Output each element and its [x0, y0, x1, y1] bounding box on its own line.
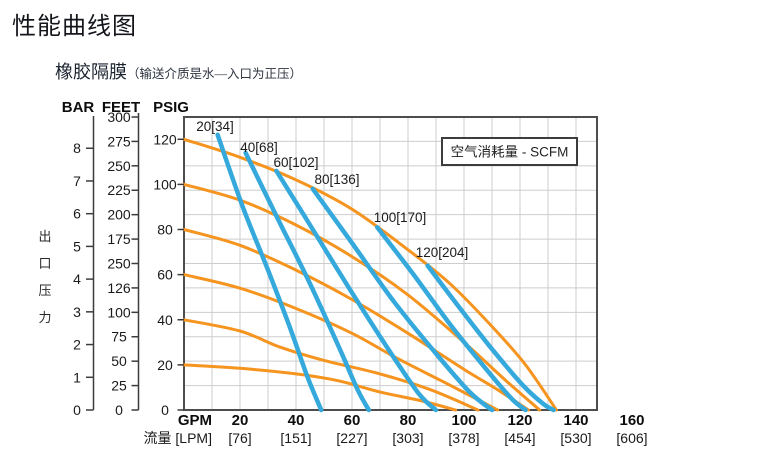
lpm-tick-label: [303] — [392, 430, 423, 446]
bar-tick-label: 2 — [73, 337, 81, 353]
curve-label-80[136]: 80[136] — [314, 172, 359, 187]
page-title: 性能曲线图 — [12, 14, 137, 40]
performance-curves — [182, 137, 558, 412]
feet-tick-label: 126 — [107, 280, 131, 296]
air-consumption-curve-120[204] — [425, 263, 556, 413]
psig-tick-label: 40 — [157, 312, 173, 328]
psig-tick-label: 120 — [153, 131, 177, 147]
air-consumption-curve-80[136] — [310, 186, 495, 413]
bar-tick-label: 0 — [73, 402, 81, 418]
lpm-tick-label: [227] — [336, 430, 367, 446]
feet-tick-label: 50 — [111, 353, 127, 369]
bar-tick-label: 1 — [73, 369, 81, 385]
feet-tick-label: 225 — [107, 182, 131, 198]
psig-axis-header: PSIG — [153, 99, 189, 116]
x-unit-gpm: GPM — [178, 412, 212, 429]
diaphragm-type-label: 橡胶隔膜 — [55, 62, 127, 82]
curve-label-20[34]: 20[34] — [196, 119, 234, 134]
feet-tick-label: 300 — [107, 109, 131, 125]
lpm-tick-label: [530] — [560, 430, 591, 446]
bar-tick-label: 8 — [73, 140, 81, 156]
gpm-tick-label: 120 — [507, 412, 532, 429]
svg-text:压: 压 — [38, 283, 51, 298]
feet-tick-label: 175 — [107, 231, 131, 247]
psig-tick-label: 60 — [157, 267, 173, 283]
plot-border — [183, 116, 598, 411]
curve-label-120[204]: 120[204] — [416, 245, 469, 260]
curve-label-60[102]: 60[102] — [273, 155, 318, 170]
lpm-tick-label: [378] — [448, 430, 479, 446]
air-consumption-curve-60[102] — [274, 168, 439, 413]
performance-curve-80psig — [182, 228, 530, 412]
axis-headers: BAR FEET PSIG — [62, 99, 189, 116]
gpm-tick-label: 60 — [344, 412, 361, 429]
bar-tick-label: 6 — [73, 206, 81, 222]
bar-tick-label: 3 — [73, 304, 81, 320]
feet-tick-label: 100 — [107, 304, 131, 320]
air-consumption-curves — [215, 132, 556, 413]
lpm-tick-label: [454] — [504, 430, 535, 446]
feet-tick-label: 25 — [111, 378, 127, 394]
chart-subtitle: 橡胶隔膜（输送介质是水—入口为正压） — [55, 58, 302, 84]
feet-tick-label: 0 — [115, 402, 123, 418]
psig-tick-label: 20 — [157, 357, 173, 373]
gpm-tick-label: 80 — [400, 412, 417, 429]
feet-tick-label: 200 — [107, 207, 131, 223]
feet-tick-label: 250 — [107, 158, 131, 174]
feet-tick-label: 275 — [107, 133, 131, 149]
lpm-tick-label: [151] — [280, 430, 311, 446]
psig-tick-label: 80 — [157, 222, 173, 238]
performance-curve-120psig — [182, 137, 558, 412]
performance-curve-100psig — [182, 182, 542, 412]
air-consumption-curve-40[68] — [243, 150, 372, 413]
curve-label-100[170]: 100[170] — [374, 210, 427, 225]
gpm-tick-label: 160 — [619, 412, 644, 429]
curve-labels: 20[34] 40[68]60[102] 80[136] 100[170] 120[20… — [196, 119, 468, 260]
medium-note-label: （输送介质是水—入口为正压） — [127, 67, 303, 81]
lpm-tick-label: [76] — [228, 430, 251, 446]
gpm-tick-label: 40 — [288, 412, 305, 429]
feet-tick-label: 250 — [107, 255, 131, 271]
svg-text:力: 力 — [38, 310, 51, 325]
air-consumption-curve-20[34] — [215, 132, 324, 413]
curve-label-40[68]: 40[68] — [240, 140, 278, 155]
air-consumption-curve-100[170] — [374, 225, 528, 413]
performance-curve-60psig — [182, 273, 500, 412]
bar-tick-label: 5 — [73, 238, 81, 254]
psig-tick-label: 0 — [161, 402, 169, 418]
legend-box — [441, 137, 578, 166]
svg-text:口: 口 — [38, 256, 51, 271]
lpm-tick-label: [606] — [616, 430, 647, 446]
feet-tick-label: 75 — [111, 329, 127, 345]
bar-tick-label: 7 — [73, 173, 81, 189]
feet-axis-header: FEET — [102, 99, 140, 116]
performance-curve-20psig — [182, 363, 458, 412]
gpm-tick-label: 20 — [232, 412, 249, 429]
bar-axis: 8 7 6 5 4 3 2 1 0 — [73, 116, 95, 418]
legend: 空气消耗量 - SCFM — [441, 137, 578, 166]
svg-text:出: 出 — [38, 229, 51, 244]
x-axis-title: 流量 [LPM] — [144, 430, 212, 446]
bar-axis-header: BAR — [62, 99, 95, 116]
psig-tick-label: 100 — [153, 176, 177, 192]
gpm-tick-label: 140 — [563, 412, 588, 429]
bar-tick-label: 4 — [73, 271, 81, 287]
performance-curve-40psig — [182, 318, 480, 412]
psig-axis: 120 100 80 60 40 20 0 — [153, 131, 184, 418]
gpm-tick-label: 100 — [451, 412, 476, 429]
legend-label: 空气消耗量 - SCFM — [451, 145, 569, 160]
